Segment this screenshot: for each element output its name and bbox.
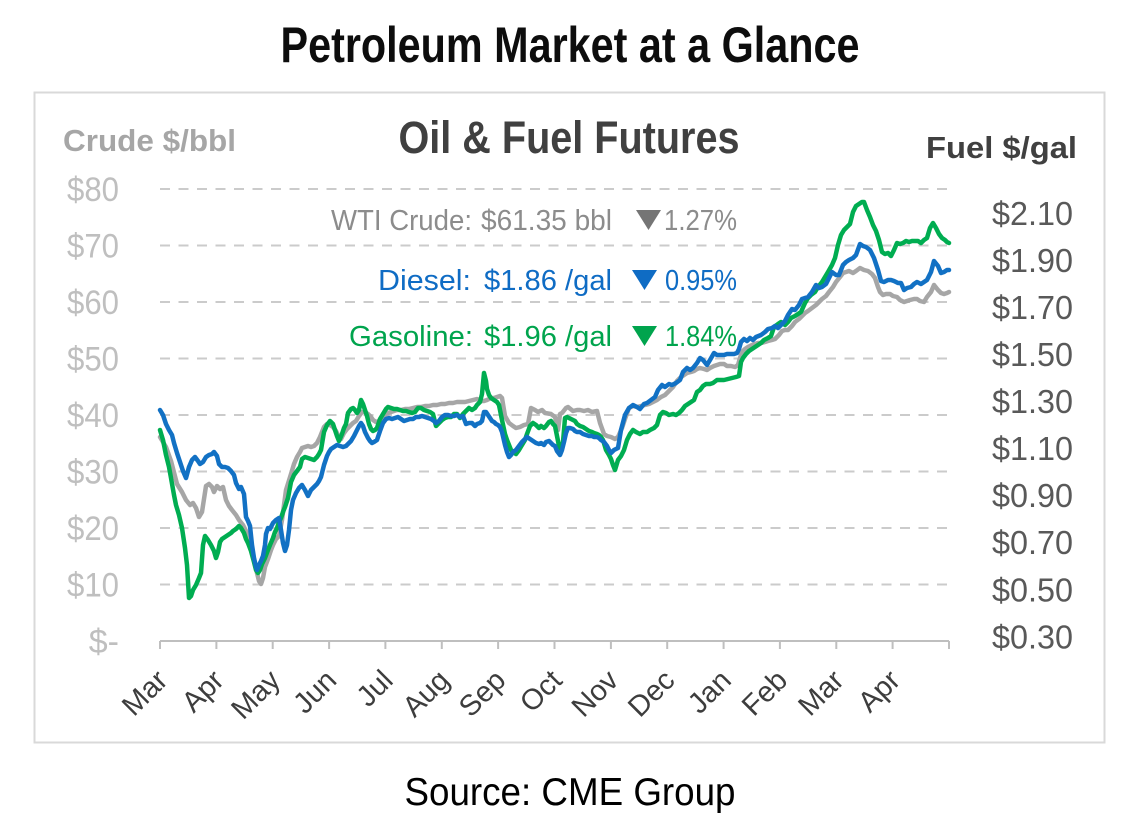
svg-text:$20: $20 xyxy=(67,510,119,548)
svg-text:Source: CME Group: Source: CME Group xyxy=(405,771,736,814)
svg-text:$1.86 /gal: $1.86 /gal xyxy=(484,265,612,297)
svg-text:$1.50: $1.50 xyxy=(992,336,1073,373)
svg-text:$1.30: $1.30 xyxy=(992,383,1073,420)
svg-text:$40: $40 xyxy=(67,397,119,435)
svg-text:$61.35 bbl: $61.35 bbl xyxy=(481,205,612,237)
svg-text:0.95%: 0.95% xyxy=(665,265,737,297)
svg-text:$30: $30 xyxy=(67,454,119,492)
svg-text:$70: $70 xyxy=(67,228,119,266)
svg-text:$2.10: $2.10 xyxy=(992,195,1073,232)
svg-text:Gasoline:: Gasoline: xyxy=(349,321,473,353)
svg-text:Diesel:: Diesel: xyxy=(378,265,471,297)
svg-text:$1.10: $1.10 xyxy=(992,430,1073,467)
svg-text:$1.96 /gal: $1.96 /gal xyxy=(484,321,612,353)
svg-text:$0.70: $0.70 xyxy=(992,524,1073,561)
svg-text:$0.30: $0.30 xyxy=(992,618,1073,655)
svg-text:Petroleum Market at a Glance: Petroleum Market at a Glance xyxy=(281,17,860,73)
svg-text:$1.70: $1.70 xyxy=(992,289,1073,326)
svg-text:$1.90: $1.90 xyxy=(992,242,1073,279)
svg-text:$0.90: $0.90 xyxy=(992,477,1073,514)
svg-text:$80: $80 xyxy=(67,171,119,209)
svg-text:WTI Crude:: WTI Crude: xyxy=(331,205,472,237)
svg-text:$50: $50 xyxy=(67,341,119,379)
svg-text:Fuel $/gal: Fuel $/gal xyxy=(926,130,1077,165)
svg-text:Oil & Fuel Futures: Oil & Fuel Futures xyxy=(399,112,740,163)
svg-text:1.27%: 1.27% xyxy=(664,205,737,237)
svg-text:$60: $60 xyxy=(67,284,119,322)
svg-text:$0.50: $0.50 xyxy=(992,571,1073,608)
svg-text:$10: $10 xyxy=(67,567,119,605)
svg-text:1.84%: 1.84% xyxy=(665,321,737,353)
svg-text:Crude $/bbl: Crude $/bbl xyxy=(63,123,236,158)
svg-text:$-: $- xyxy=(89,623,119,661)
